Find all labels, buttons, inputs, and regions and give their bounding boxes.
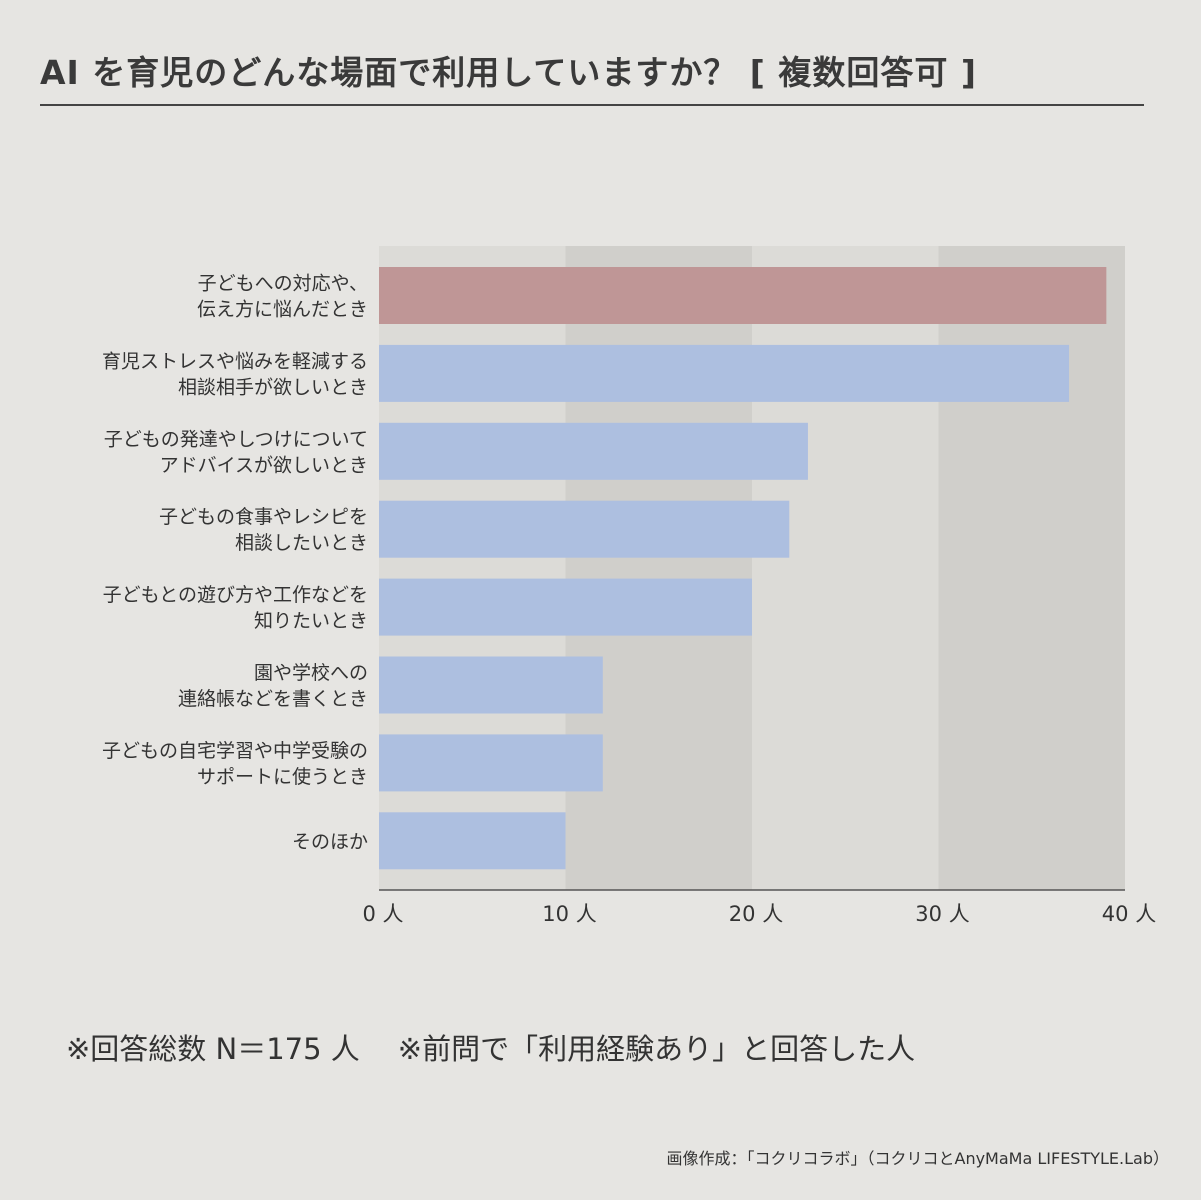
bar [379, 812, 566, 870]
category-label: 伝え方に悩んだとき [197, 299, 368, 321]
footnote-condition: ※前問で「利用経験あり」と回答した人 [397, 1032, 916, 1066]
category-label: アドバイスが欲しいとき [160, 454, 368, 476]
chart-title: AI を育児のどんな場面で利用していますか？ [ 複数回答可 ] [40, 53, 977, 92]
title-underline [40, 104, 1144, 106]
category-label: 知りたいとき [254, 610, 368, 632]
bar [379, 422, 808, 480]
category-label: サポートに使うとき [197, 766, 368, 788]
category-label: 子どもの自宅学習や中学受験の [102, 740, 368, 762]
category-label: 相談したいとき [235, 532, 368, 554]
image-credit: 画像作成：「コクリコラボ」（コクリコとAnyMaMa LIFESTYLE.Lab… [666, 1149, 1170, 1168]
category-label: 子どもの発達やしつけについて [104, 428, 368, 450]
footnote-total: ※回答総数 N＝175 人 [66, 1032, 360, 1066]
x-tick-label: 0 人 [362, 902, 403, 926]
bar [379, 344, 1070, 402]
category-label: 子どもの食事やレシピを [159, 506, 368, 528]
plot-band [565, 246, 752, 890]
plot-band [752, 246, 939, 890]
x-tick-label: 40 人 [1102, 902, 1156, 926]
plot-band [379, 246, 566, 890]
footnote: ※回答総数 N＝175 人 ※前問で「利用経験あり」と回答した人 [66, 1026, 915, 1068]
category-label: 連絡帳などを書くとき [178, 688, 368, 710]
plot-band [938, 246, 1125, 890]
bar [379, 656, 603, 714]
bar [379, 500, 790, 558]
category-label: 子どもとの遊び方や工作などを [103, 584, 368, 606]
x-tick-label: 10 人 [542, 902, 596, 926]
category-label: 育児ストレスや悩みを軽減する [102, 350, 368, 372]
x-tick-label: 30 人 [915, 902, 969, 926]
bar [379, 267, 1107, 324]
category-label: 子どもへの対応や、 [198, 273, 368, 295]
category-label: 相談相手が欲しいとき [178, 376, 368, 398]
category-label: そのほか [292, 831, 368, 853]
category-label: 園や学校への [254, 662, 368, 684]
bar [379, 578, 752, 636]
bar-chart: 子どもへの対応や、伝え方に悩んだとき育児ストレスや悩みを軽減する相談相手が欲しい… [102, 246, 1156, 926]
bar [379, 734, 603, 792]
x-tick-label: 20 人 [729, 902, 783, 926]
